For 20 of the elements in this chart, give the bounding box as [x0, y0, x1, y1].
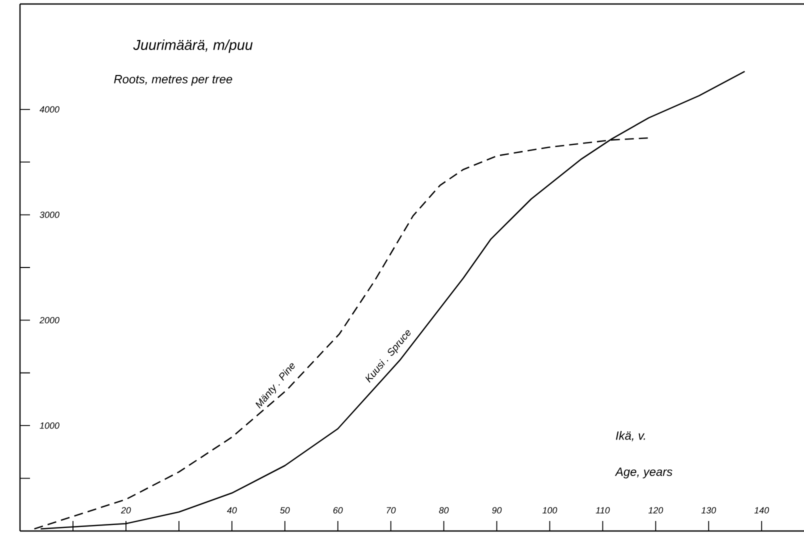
text: Roots, metres per tree [114, 75, 232, 86]
x-tick-label: 60 [333, 507, 343, 514]
y-tick-label: 2000 [39, 317, 60, 324]
x-tick-label: 70 [386, 507, 396, 514]
x-tick-label: 20 [120, 507, 131, 514]
x-tick-label: 110 [596, 507, 610, 514]
y-tick-label: 3000 [40, 212, 60, 218]
x-tick-label: 120 [648, 507, 664, 514]
text: Juurimäärä, m/puu [133, 39, 253, 53]
x-tick-label: 80 [439, 507, 449, 514]
y-tick-label: 1000 [40, 422, 60, 429]
x-tick-label: 40 [226, 507, 237, 514]
x-tick-label: 90 [492, 507, 502, 514]
y-tick-label: 4000 [40, 106, 60, 113]
x-tick-label: 130 [701, 507, 716, 514]
x-tick-label: 140 [754, 507, 770, 514]
x-tick-label: 100 [542, 507, 558, 514]
annotation: Age, years [614, 468, 672, 478]
x-tick-label: 50 [280, 507, 290, 514]
x-axis-title: Ikä, v. [616, 431, 645, 442]
